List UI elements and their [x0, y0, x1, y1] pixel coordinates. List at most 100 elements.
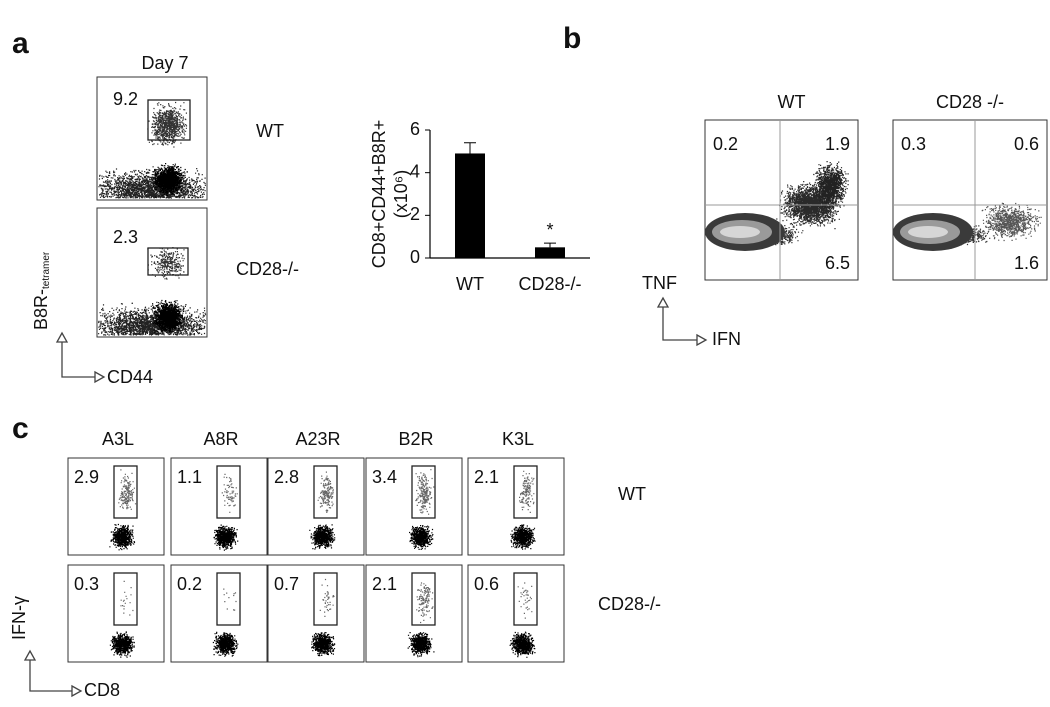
gate-value: 2.1: [474, 467, 499, 487]
dots: [416, 582, 434, 624]
gate: [411, 465, 436, 519]
flow-plot: [267, 457, 365, 556]
gate-value: 0.7: [274, 574, 299, 594]
quadrant-value: 0.6: [1014, 134, 1039, 154]
row-label: WT: [256, 121, 284, 141]
gate-value: 3.4: [372, 467, 397, 487]
gate: [216, 572, 241, 626]
y-axis-label: IFN-γ: [9, 596, 29, 640]
dots: [212, 631, 239, 657]
flow-plot: [467, 457, 565, 556]
y-tick-label: 0: [410, 247, 420, 267]
epitope-label: A3L: [102, 429, 134, 449]
dots: [109, 631, 135, 658]
quadrant-lines: [893, 120, 1047, 280]
gate: [313, 572, 338, 626]
flow-plot: [170, 564, 268, 663]
flow-plot: [892, 119, 1048, 281]
x-axis-label: CD44: [107, 367, 153, 387]
epitope-label: B2R: [398, 429, 433, 449]
timepoint: Day 7: [141, 53, 188, 73]
gate: [113, 465, 138, 519]
x-axis-label: IFN: [712, 329, 741, 349]
column-label: WT: [778, 92, 806, 112]
gate: [513, 465, 538, 519]
density: [720, 226, 760, 238]
dots: [813, 161, 849, 210]
quadrant-value: 0.3: [901, 134, 926, 154]
y-axis-label: TNF: [642, 273, 677, 293]
gate: [147, 99, 191, 141]
gate: [411, 572, 436, 626]
gate-value: 2.3: [113, 227, 138, 247]
dots: [319, 578, 335, 617]
flow-plot: [170, 457, 268, 556]
row-label: WT: [618, 484, 646, 504]
quadrant-value: 1.6: [1014, 253, 1039, 273]
dots: [223, 588, 237, 611]
dots: [509, 631, 536, 658]
axis-arrows: [23, 296, 708, 698]
dots: [510, 524, 536, 550]
y-tick-label: 2: [410, 204, 420, 224]
dots: [317, 471, 334, 513]
dots: [213, 524, 239, 551]
x-axis-label: CD8: [84, 680, 120, 700]
y-axis-subscript: tetramer: [41, 251, 52, 289]
flow-plot: [365, 564, 463, 663]
dots: [309, 524, 336, 550]
x-tick-label: WT: [456, 274, 484, 294]
gate-value: 0.3: [74, 574, 99, 594]
y-tick-label: 6: [410, 119, 420, 139]
y-axis-label: B8R-tetramer: [31, 251, 52, 330]
gate-value: 2.9: [74, 467, 99, 487]
density: [908, 226, 948, 238]
flow-plot: [96, 76, 208, 201]
y-tick-label: 4: [410, 161, 420, 181]
quadrant-value: 6.5: [825, 253, 850, 273]
epitope-label: A8R: [203, 429, 238, 449]
annotation: *: [546, 220, 553, 240]
flow-plot: [467, 564, 565, 663]
dots: [407, 632, 435, 658]
quadrant-lines: [705, 120, 858, 280]
y-axis-label: (x10⁶): [391, 170, 411, 218]
dots: [409, 525, 434, 550]
flow-plot: [365, 457, 463, 556]
row-label: CD28-/-: [598, 594, 661, 614]
gate-value: 0.6: [474, 574, 499, 594]
column-label: CD28 -/-: [936, 92, 1004, 112]
flow-plot: [67, 457, 165, 556]
error-bar: [544, 242, 556, 248]
gate-value: 9.2: [113, 89, 138, 109]
dots: [221, 473, 238, 513]
quadrant-value: 0.2: [713, 134, 738, 154]
gate-value: 1.1: [177, 467, 202, 487]
plot-frame: [892, 119, 1048, 281]
dots: [147, 101, 188, 148]
dots: [519, 470, 535, 513]
gate-value: 2.8: [274, 467, 299, 487]
panel-label: a: [12, 27, 29, 60]
x-tick-label: CD28-/-: [518, 274, 581, 294]
dots: [109, 523, 136, 551]
flow-plot: [67, 564, 165, 663]
gate: [113, 572, 138, 626]
flow-plot: [96, 207, 208, 338]
gate: [147, 247, 189, 276]
bar: [535, 247, 565, 258]
dots: [415, 469, 435, 515]
flow-plot: [704, 119, 859, 281]
gate: [313, 465, 338, 519]
dots: [152, 163, 186, 198]
gate: [216, 465, 241, 519]
bar: [455, 153, 485, 258]
dots: [517, 582, 533, 619]
quadrant-value: 1.9: [825, 134, 850, 154]
error-bar: [464, 142, 476, 154]
dots: [979, 202, 1042, 242]
gate-value: 0.2: [177, 574, 202, 594]
dots: [311, 632, 336, 657]
row-label: CD28-/-: [236, 259, 299, 279]
